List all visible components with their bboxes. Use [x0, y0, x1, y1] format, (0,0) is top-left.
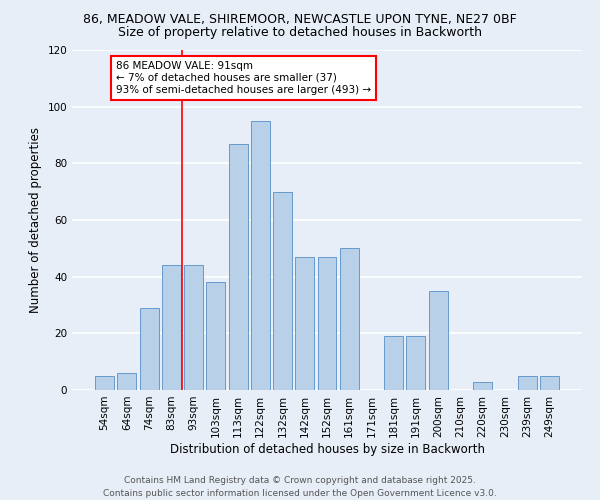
Bar	[295, 257, 314, 390]
Bar	[184, 266, 203, 390]
Bar	[340, 248, 359, 390]
Bar	[118, 373, 136, 390]
Bar	[473, 382, 492, 390]
Bar	[162, 266, 181, 390]
Text: 86, MEADOW VALE, SHIREMOOR, NEWCASTLE UPON TYNE, NE27 0BF: 86, MEADOW VALE, SHIREMOOR, NEWCASTLE UP…	[83, 12, 517, 26]
Bar	[384, 336, 403, 390]
Bar	[429, 291, 448, 390]
Bar	[273, 192, 292, 390]
Bar	[406, 336, 425, 390]
Bar	[518, 376, 536, 390]
Bar	[540, 376, 559, 390]
Bar	[95, 376, 114, 390]
Text: Size of property relative to detached houses in Backworth: Size of property relative to detached ho…	[118, 26, 482, 39]
X-axis label: Distribution of detached houses by size in Backworth: Distribution of detached houses by size …	[170, 442, 485, 456]
Bar	[317, 257, 337, 390]
Bar	[140, 308, 158, 390]
Bar	[251, 121, 270, 390]
Bar	[229, 144, 248, 390]
Text: Contains HM Land Registry data © Crown copyright and database right 2025.
Contai: Contains HM Land Registry data © Crown c…	[103, 476, 497, 498]
Bar	[206, 282, 225, 390]
Text: 86 MEADOW VALE: 91sqm
← 7% of detached houses are smaller (37)
93% of semi-detac: 86 MEADOW VALE: 91sqm ← 7% of detached h…	[116, 62, 371, 94]
Y-axis label: Number of detached properties: Number of detached properties	[29, 127, 42, 313]
